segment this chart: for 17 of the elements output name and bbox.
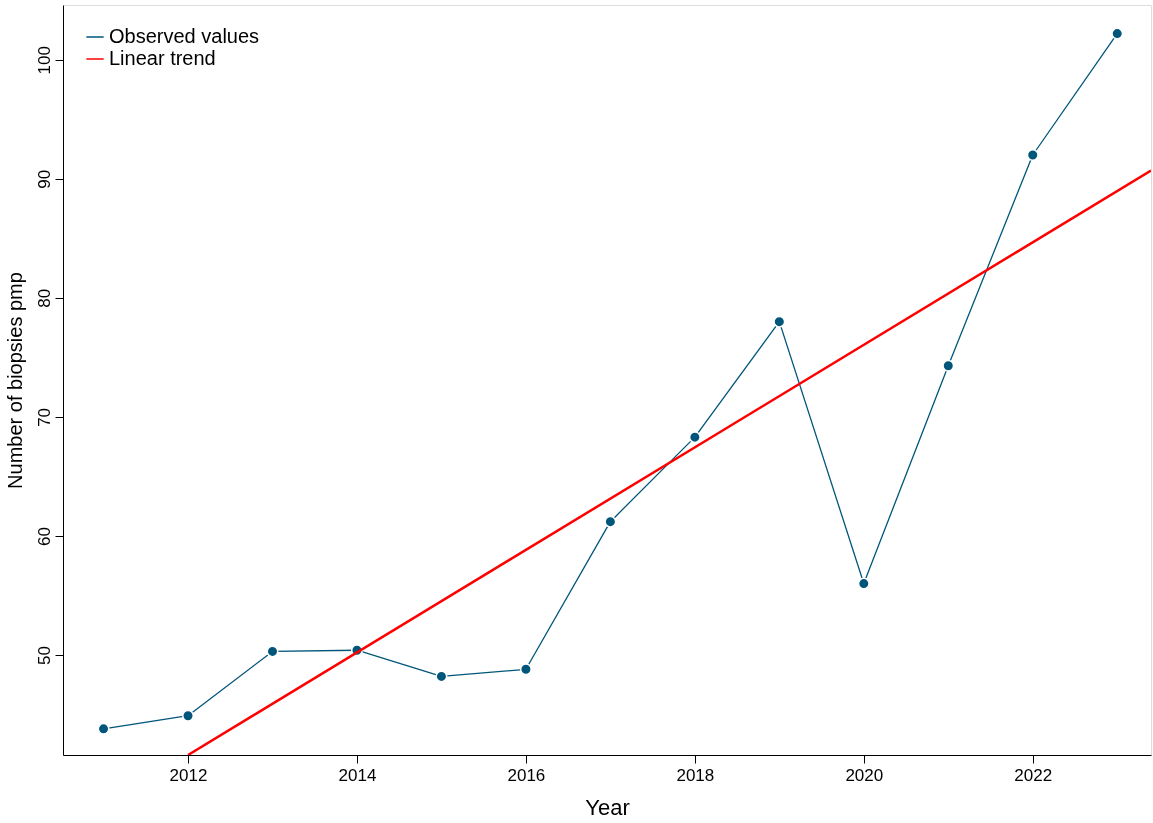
x-axis-title: Year: [585, 794, 630, 820]
x-tick-label: 2020: [845, 765, 884, 785]
y-tick-label: 80: [34, 288, 54, 308]
y-tick-label: 100: [34, 46, 54, 75]
x-tick-label: 2018: [676, 765, 715, 785]
y-tick-label: 60: [34, 526, 54, 546]
y-axis-title: Number of biopsies pmp: [3, 272, 26, 489]
x-tick-label: 2014: [338, 765, 377, 785]
point: [519, 663, 532, 676]
y-tick-label: 50: [34, 646, 54, 665]
legend-label: Observed values: [109, 25, 260, 47]
x-tick-label: 2022: [1014, 765, 1053, 785]
y-tick-label: 90: [34, 169, 54, 189]
x-tick-label: 2016: [507, 765, 546, 785]
legend-label: Linear trend: [109, 47, 216, 69]
x-tick-label: 2012: [169, 765, 208, 785]
y-tick-label: 70: [34, 407, 54, 427]
